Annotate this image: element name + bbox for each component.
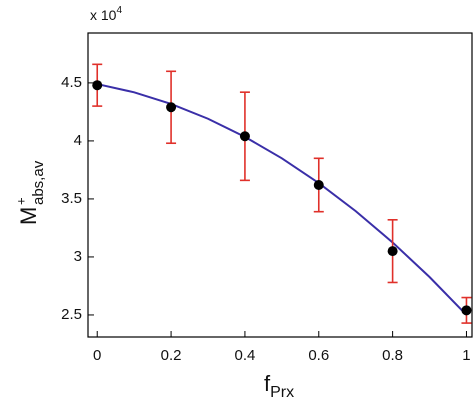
plot-frame (87, 32, 473, 338)
y-axis-label: M + abs,av (13, 160, 47, 225)
y-label-sub: abs,av (30, 160, 47, 205)
y-label-main: M (16, 207, 41, 225)
x-tick-label: 0.2 (161, 347, 182, 364)
x-label-sub: Prx (270, 384, 294, 401)
fit-curve (97, 83, 468, 316)
x-tick-label: 0 (93, 347, 101, 364)
x-tick-label: 0.8 (382, 347, 403, 364)
point (387, 246, 398, 257)
point (239, 131, 250, 142)
point (166, 102, 177, 113)
point (92, 80, 103, 91)
x-tick-label: 0.4 (234, 347, 255, 364)
multiplier: x 104 (90, 5, 122, 23)
x-label-main: f (264, 371, 271, 396)
y-label-sup: + (13, 197, 28, 205)
x-tick-label: 1 (462, 347, 470, 364)
y-tick-label: 2.5 (61, 306, 82, 323)
y-tick-label: 4.5 (61, 74, 82, 91)
y-tick-label: 3 (74, 248, 82, 265)
y-tick-label: 3.5 (61, 190, 82, 207)
point (313, 180, 324, 190)
y-tick-label: 4 (74, 132, 82, 149)
point (461, 305, 472, 316)
x-axis-label: fPrx (264, 371, 294, 401)
x-tick-label: 0.6 (308, 347, 329, 364)
multiplier-exponent: 4 (116, 5, 122, 16)
multiplier-base: x 10 (90, 7, 117, 23)
